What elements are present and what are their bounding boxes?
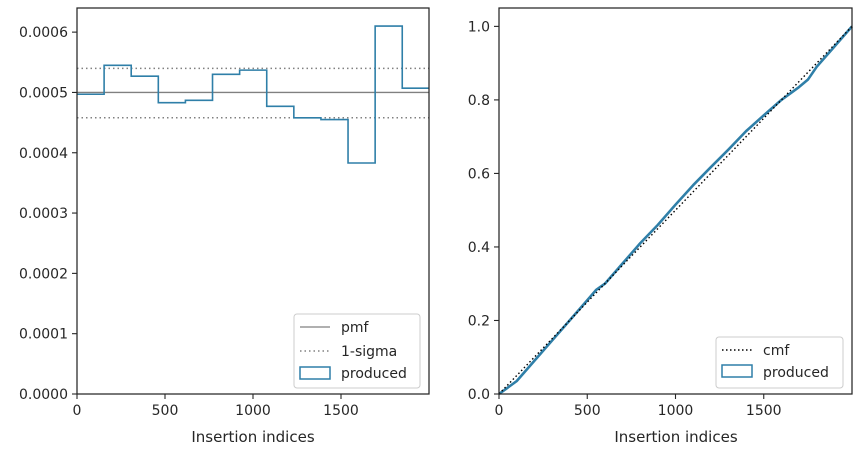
legend-sigma-label: 1-sigma [341,344,397,360]
produced-histogram [77,25,429,164]
axes-frame [76,7,430,395]
x-tick-label: 1500 [746,403,782,419]
legend-produced-label: produced [763,365,829,381]
cmf-line [498,25,853,395]
x-ticks: 0 500 1000 1500 [495,394,782,419]
plot-area [498,25,853,396]
x-tick-label: 1000 [235,403,271,419]
y-tick-label: 0.0001 [19,327,68,343]
y-tick-label: 0.0003 [19,206,68,222]
y-tick-label: 0.4 [468,240,490,256]
y-tick-label: 0.2 [468,313,490,329]
y-ticks: 0.0000 0.0001 0.0002 0.0003 0.0004 0.0005 0.00… [19,25,77,403]
legend-cmf-label: cmf [763,343,790,359]
y-ticks: 0.0 0.2 0.4 0.6 0.8 1.0 [468,19,499,403]
plot-area [77,25,429,164]
y-tick-label: 1.0 [468,19,490,35]
legend-box [293,313,421,389]
legend: cmf produced [715,336,844,389]
axes-frame [498,7,853,395]
y-tick-label: 0.8 [468,93,490,109]
y-tick-label: 0.0004 [19,146,68,162]
y-tick-label: 0.0 [468,387,490,403]
histogram-panel: 0.0000 0.0001 0.0002 0.0003 0.0004 0.0005 0.00… [19,7,430,446]
y-tick-label: 0.0000 [19,387,68,403]
legend-produced-swatch [721,364,753,378]
x-tick-label: 500 [152,403,179,419]
x-tick-label: 1500 [323,403,359,419]
x-tick-label: 0 [73,403,82,419]
y-tick-label: 0.0005 [19,85,68,101]
x-tick-label: 1000 [658,403,694,419]
legend-produced-label: produced [341,366,407,382]
y-tick-label: 0.0002 [19,266,68,282]
x-axis-label: Insertion indices [614,428,737,446]
legend: pmf 1-sigma produced [293,313,421,389]
cmf-panel: 0.0 0.2 0.4 0.6 0.8 1.0 0 500 1000 1500 Insertio… [468,7,853,446]
x-ticks: 0 500 1000 1500 [73,394,359,419]
x-axis-label: Insertion indices [191,428,314,446]
y-tick-label: 0.6 [468,166,490,182]
legend-box [715,336,844,389]
legend-produced-swatch [299,366,331,380]
x-tick-label: 0 [495,403,504,419]
y-tick-label: 0.0006 [19,25,68,41]
legend-pmf-label: pmf [341,320,370,336]
x-tick-label: 500 [574,403,601,419]
